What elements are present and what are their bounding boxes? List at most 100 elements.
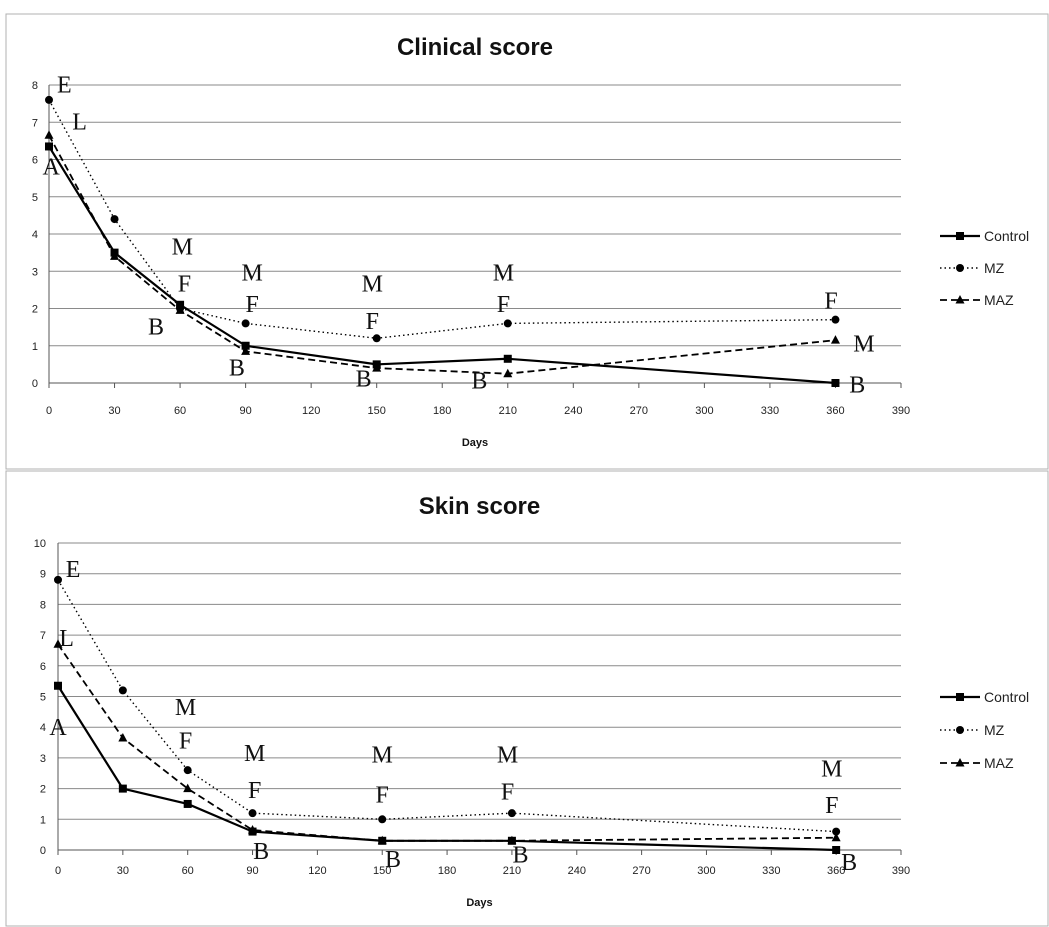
annotation-label: A <box>43 154 61 180</box>
x-axis-label: Days <box>466 897 492 909</box>
annotation-label: M <box>362 272 383 298</box>
x-tick-label: 240 <box>568 865 586 877</box>
x-tick-label: 120 <box>308 865 326 877</box>
x-tick-label: 150 <box>368 405 386 417</box>
data-point-mz <box>111 215 119 223</box>
annotation-label: F <box>245 292 258 318</box>
y-tick-label: 3 <box>40 753 46 765</box>
x-tick-label: 390 <box>892 865 910 877</box>
x-tick-label: 60 <box>182 865 194 877</box>
annotation-label: B <box>385 847 401 873</box>
x-tick-label: 300 <box>697 865 715 877</box>
annotation-label: M <box>821 756 842 782</box>
legend-marker <box>956 693 964 701</box>
annotation-label: M <box>172 234 193 260</box>
annotation-label: F <box>366 309 379 335</box>
data-point-control <box>45 142 53 150</box>
annotation-label: F <box>179 729 192 755</box>
annotation-label: M <box>853 331 874 357</box>
x-tick-label: 30 <box>117 865 129 877</box>
x-tick-label: 30 <box>108 405 120 417</box>
legend-label: Control <box>984 228 1029 244</box>
chart-title: Clinical score <box>397 34 553 61</box>
annotation-label: B <box>148 315 164 341</box>
annotation-label: B <box>841 850 857 876</box>
annotation-label: B <box>356 367 372 393</box>
y-tick-label: 8 <box>32 80 38 92</box>
data-point-mz <box>54 576 62 584</box>
y-tick-label: 8 <box>40 599 46 611</box>
data-point-control <box>504 355 512 363</box>
y-tick-label: 0 <box>40 845 46 857</box>
data-point-control <box>119 785 127 793</box>
data-point-mz <box>508 809 516 817</box>
data-point-control <box>831 379 839 387</box>
data-point-mz <box>45 96 53 104</box>
x-tick-label: 360 <box>826 405 844 417</box>
y-tick-label: 3 <box>32 266 38 278</box>
legend-marker <box>956 232 964 240</box>
annotation-label: F <box>376 782 389 808</box>
annotation-label: B <box>253 839 269 865</box>
data-point-control <box>184 800 192 808</box>
x-tick-label: 90 <box>246 865 258 877</box>
x-tick-label: 90 <box>239 405 251 417</box>
y-tick-label: 7 <box>40 630 46 642</box>
y-tick-label: 10 <box>34 538 46 550</box>
x-tick-label: 330 <box>762 865 780 877</box>
legend-label: Control <box>984 689 1029 705</box>
annotation-label: M <box>175 695 196 721</box>
annotation-label: F <box>248 778 261 804</box>
data-point-mz <box>119 686 127 694</box>
x-tick-label: 270 <box>632 865 650 877</box>
y-tick-label: 1 <box>40 814 46 826</box>
x-tick-label: 0 <box>55 865 61 877</box>
legend-label: MAZ <box>984 292 1014 308</box>
x-tick-label: 210 <box>499 405 517 417</box>
legend-label: MAZ <box>984 755 1014 771</box>
legend-marker <box>956 264 964 272</box>
x-tick-label: 240 <box>564 405 582 417</box>
y-tick-label: 6 <box>32 155 38 167</box>
y-tick-label: 0 <box>32 378 38 390</box>
annotation-label: F <box>824 289 837 315</box>
x-tick-label: 60 <box>174 405 186 417</box>
annotation-label: E <box>57 72 72 98</box>
annotation-label: B <box>471 369 487 395</box>
annotation-label: F <box>178 272 191 298</box>
y-tick-label: 9 <box>40 569 46 581</box>
data-point-mz <box>184 766 192 774</box>
data-point-mz <box>249 809 257 817</box>
data-point-control <box>832 846 840 854</box>
annotation-label: A <box>49 715 67 741</box>
y-tick-label: 1 <box>32 341 38 353</box>
y-tick-label: 4 <box>32 229 38 241</box>
x-tick-label: 270 <box>630 405 648 417</box>
x-tick-label: 330 <box>761 405 779 417</box>
legend-marker <box>956 726 964 734</box>
annotation-label: L <box>59 626 74 652</box>
x-tick-label: 120 <box>302 405 320 417</box>
annotation-label: E <box>66 557 81 583</box>
annotation-label: B <box>229 356 245 382</box>
x-tick-label: 180 <box>438 865 456 877</box>
x-axis-label: Days <box>462 437 488 449</box>
data-point-mz <box>831 316 839 324</box>
top-chart-frame <box>6 14 1048 469</box>
data-point-mz <box>242 319 250 327</box>
y-tick-label: 5 <box>32 192 38 204</box>
y-tick-label: 2 <box>32 304 38 316</box>
data-point-mz <box>378 815 386 823</box>
annotation-label: B <box>513 842 529 868</box>
y-tick-label: 2 <box>40 784 46 796</box>
chart-title: Skin score <box>419 493 540 520</box>
annotation-label: F <box>501 779 514 805</box>
legend-label: MZ <box>984 722 1005 738</box>
annotation-label: B <box>849 372 865 398</box>
data-point-mz <box>504 319 512 327</box>
x-tick-label: 0 <box>46 405 52 417</box>
annotation-label: M <box>493 261 514 287</box>
y-tick-label: 4 <box>40 722 46 734</box>
annotation-label: F <box>825 793 838 819</box>
